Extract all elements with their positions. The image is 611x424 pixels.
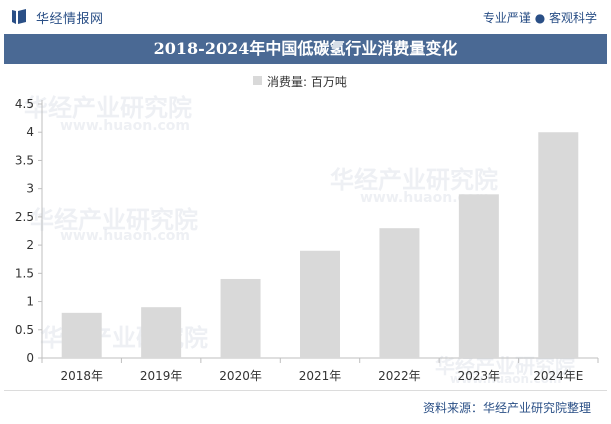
x-tick-label: 2020年 bbox=[219, 369, 262, 383]
y-tick-label: 3 bbox=[26, 182, 34, 196]
y-tick-label: 1 bbox=[26, 295, 34, 309]
logo-icon bbox=[12, 9, 26, 24]
source-note: 资料来源：华经产业研究院整理 bbox=[422, 401, 591, 415]
legend-label: 消费量: 百万吨 bbox=[267, 75, 347, 89]
y-tick-label: 2 bbox=[26, 238, 34, 252]
y-tick-label: 2.5 bbox=[15, 210, 34, 224]
legend-swatch bbox=[253, 76, 262, 85]
y-tick-label: 0 bbox=[26, 351, 34, 365]
bar bbox=[300, 250, 340, 358]
bar bbox=[538, 132, 579, 358]
y-tick-label: 0.5 bbox=[15, 323, 34, 337]
y-tick-label: 3.5 bbox=[15, 153, 34, 167]
chart-title: 2018-2024年中国低碳氢行业消费量变化 bbox=[153, 39, 458, 58]
bar bbox=[61, 312, 102, 358]
site-name: 华经情报网 bbox=[36, 12, 104, 27]
bar bbox=[220, 278, 261, 358]
x-tick-label: 2024年E bbox=[533, 369, 583, 383]
y-tick-label: 1.5 bbox=[15, 266, 34, 280]
bar bbox=[458, 194, 499, 358]
y-tick-label: 4 bbox=[26, 125, 34, 139]
footer-divider bbox=[4, 390, 607, 391]
slogan: 专业严谨 ● 客观科学 bbox=[482, 11, 597, 25]
x-tick-label: 2019年 bbox=[140, 369, 183, 383]
x-tick-label: 2023年 bbox=[458, 369, 501, 383]
x-tick-label: 2021年 bbox=[299, 369, 342, 383]
title-bar: 2018-2024年中国低碳氢行业消费量变化 bbox=[4, 34, 607, 64]
bar bbox=[379, 228, 420, 358]
top-bar: 华经情报网 专业严谨 ● 客观科学 bbox=[0, 0, 611, 34]
y-tick-label: 4.5 bbox=[15, 97, 34, 111]
bar bbox=[141, 307, 182, 358]
x-tick-label: 2022年 bbox=[378, 369, 421, 383]
x-tick-label: 2018年 bbox=[60, 369, 103, 383]
